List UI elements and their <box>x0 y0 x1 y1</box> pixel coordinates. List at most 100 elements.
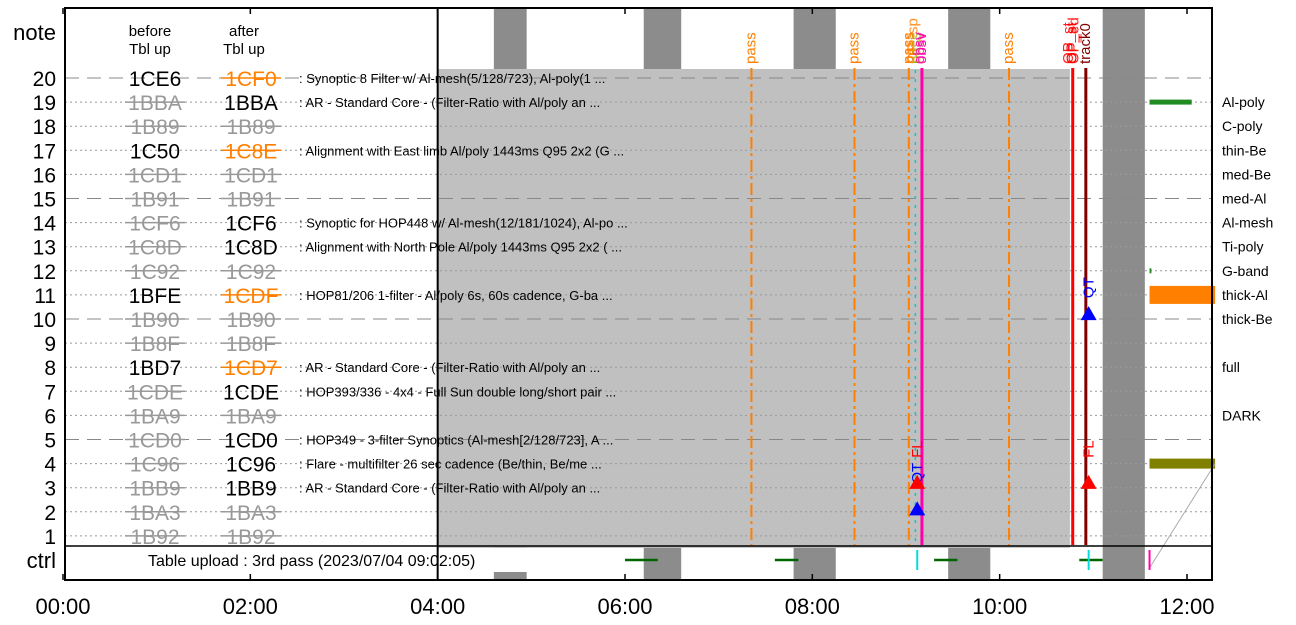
y-row-label: 2 <box>44 502 56 525</box>
ctrl-text: Table upload : 3rd pass (2023/07/04 09:0… <box>148 553 475 570</box>
event-overlay-label: pass <box>902 32 919 64</box>
filter-label: Al-mesh <box>1222 215 1273 231</box>
filter-label: med-Al <box>1222 191 1266 207</box>
marker-label: QT <box>909 463 926 484</box>
x-tick-label: 08:00 <box>785 594 840 619</box>
table-code: 1CDF <box>224 285 279 308</box>
y-row-label: 1 <box>44 526 56 549</box>
table-code: 1B90 <box>130 309 179 332</box>
dark-band <box>1102 8 1145 580</box>
y-row-label: 8 <box>44 357 56 380</box>
table-code: 1B8F <box>130 333 180 356</box>
table-code: 1CDE <box>127 381 183 404</box>
table-code: 1B92 <box>130 526 179 549</box>
table-code: 1BB9 <box>225 478 276 501</box>
table-code: 1CDE <box>223 381 279 404</box>
event-label: pass <box>742 32 759 64</box>
y-row-label: 13 <box>33 237 56 260</box>
table-code: 1C8E <box>225 140 278 163</box>
event-overlay-label: OP_ed <box>1066 17 1083 64</box>
table-code: 1CD1 <box>128 164 182 187</box>
table-code: 1BA3 <box>129 502 180 525</box>
event-overlay-label: OP_st <box>1060 21 1077 64</box>
table-code: 1B92 <box>226 526 275 549</box>
y-bottom-label: ctrl <box>27 548 56 573</box>
event-overlay-label: OP_sp <box>904 18 921 64</box>
filter-bar <box>1149 285 1216 304</box>
y-row-label: 7 <box>44 381 56 404</box>
x-tick-label: 02:00 <box>223 594 278 619</box>
filter-label: Ti-poly <box>1222 239 1264 255</box>
filter-label: C-poly <box>1222 118 1262 134</box>
y-row-label: 17 <box>33 140 56 163</box>
after-header: after <box>229 23 259 40</box>
before-header: before <box>129 23 172 40</box>
table-code: 1C92 <box>226 261 276 284</box>
event-markers: QT FL QT FL <box>909 277 1098 516</box>
y-row-label: 19 <box>33 92 56 115</box>
table-code: 1BA9 <box>129 405 180 428</box>
filter-bars: Al-poly C-poly thin-Be med-Be med-Al Al-mesh T… <box>1149 94 1273 569</box>
filter-bar <box>1149 99 1192 105</box>
y-row-label: 11 <box>34 285 56 308</box>
event-label: pass <box>845 32 862 64</box>
event-label: track0 <box>1077 23 1094 64</box>
marker-triangle <box>1080 474 1097 489</box>
event-label: OP_st <box>1064 21 1081 64</box>
y-row-label: 6 <box>44 405 56 428</box>
ctrl-text-bg <box>148 548 543 572</box>
filter-label: G-band <box>1222 263 1269 279</box>
x-tick-label: 10:00 <box>972 594 1027 619</box>
y-row-label: 14 <box>33 213 57 236</box>
x-tick-label: 04:00 <box>410 594 465 619</box>
table-code: 1C96 <box>130 454 180 477</box>
event-overlay-label: pass <box>907 32 924 64</box>
table-description: : Alignment with North Pole Al/poly 1443… <box>299 240 622 255</box>
filter-connector <box>1149 463 1216 569</box>
table-code: 1BBA <box>128 92 182 115</box>
y-row-label: 10 <box>33 309 56 332</box>
table-code: 1BD7 <box>129 357 182 380</box>
table-code: 1CD7 <box>224 357 278 380</box>
table-code: 1CF6 <box>129 213 180 236</box>
filter-label: Al-poly <box>1222 94 1265 110</box>
table-code: 1BA9 <box>225 405 276 428</box>
table-code: 1CF0 <box>225 68 276 91</box>
filter-label: full <box>1222 359 1240 375</box>
table-code: 1BBA <box>224 92 278 115</box>
marker-label: QT <box>1081 277 1098 298</box>
table-description: : Synoptic for HOP448 w/ Al-mesh(12/181/… <box>299 216 628 231</box>
marker-label: FL <box>1081 440 1098 458</box>
event-label: pass <box>900 32 917 64</box>
filter-bar <box>1149 268 1152 274</box>
table-description: : AR - Standard Core - (Filter-Ratio wit… <box>299 481 600 496</box>
axes: 00:00 02:00 04:00 06:00 08:00 10:00 12:00 <box>35 7 1215 619</box>
x-tick-label: 00:00 <box>35 594 90 619</box>
filter-label: thick-Al <box>1222 287 1268 303</box>
table-code: 1B8F <box>226 333 276 356</box>
table-code: 1C50 <box>130 140 180 163</box>
event-label: pass <box>1000 32 1017 64</box>
filter-label: med-Be <box>1222 166 1271 182</box>
filter-label: thick-Be <box>1222 311 1273 327</box>
after-header: Tbl up <box>223 41 265 58</box>
y-row-label: 4 <box>44 454 56 477</box>
table-code: 1BA3 <box>225 502 276 525</box>
x-tick-label: 12:00 <box>1159 594 1214 619</box>
y-row-label: 18 <box>33 116 56 139</box>
filter-label: DARK <box>1222 407 1262 423</box>
table-description: : Synoptic 8 Filter w/ Al-mesh(5/128/723… <box>299 71 605 86</box>
x-tick-label: 06:00 <box>597 594 652 619</box>
table-code: 1CE6 <box>129 68 182 91</box>
y-row-label: 20 <box>33 68 56 91</box>
y-row-label: 9 <box>44 333 56 356</box>
table-code: 1B91 <box>226 189 275 212</box>
y-row-label: 3 <box>44 478 56 501</box>
table-description: : AR - Standard Core - (Filter-Ratio wit… <box>299 95 600 110</box>
table-code: 1BFE <box>129 285 182 308</box>
marker-triangle <box>909 474 926 489</box>
active-table-region <box>437 69 1070 548</box>
filter-label: thin-Be <box>1222 142 1267 158</box>
